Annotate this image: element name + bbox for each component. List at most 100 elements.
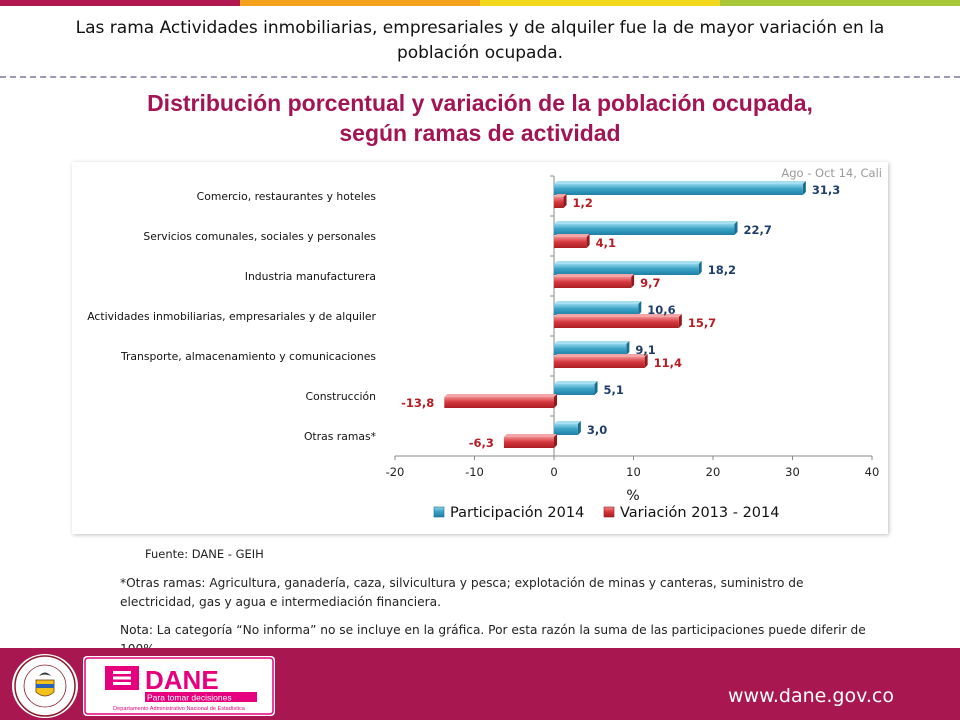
category-label: Comercio, restaurantes y hoteles — [197, 190, 377, 203]
color-strip — [0, 0, 960, 6]
data-label: 3,0 — [587, 423, 607, 437]
bar-top-face — [554, 421, 581, 424]
header-line-2: población ocupada. — [396, 43, 564, 63]
legend-swatch — [433, 506, 445, 518]
bar-participacion — [554, 184, 803, 195]
bar-top-face — [554, 181, 806, 184]
data-label: 5,1 — [604, 383, 624, 397]
legend-label: Variación 2013 - 2014 — [620, 505, 779, 521]
bar-participacion — [554, 304, 639, 315]
bar-layer — [444, 181, 806, 448]
bar-variacion — [503, 437, 554, 448]
bar-chart-svg: Ago - Oct 14, Cali -20 -10 0 10 20 30 40 Comer… — [87, 166, 882, 521]
category-label: Otras ramas* — [304, 430, 377, 443]
color-strip-green — [720, 0, 960, 6]
bar-participacion — [554, 384, 595, 395]
color-strip-yellow — [480, 0, 720, 6]
bar-top-face — [444, 394, 557, 397]
data-label: -6,3 — [469, 436, 494, 450]
bar-variacion — [444, 397, 554, 408]
data-label: 10,6 — [647, 303, 675, 317]
bar-side-face — [554, 394, 557, 408]
bar-top-face — [554, 274, 635, 277]
data-label: 15,7 — [688, 316, 716, 330]
x-axis-label: % — [626, 488, 639, 504]
bar-participacion — [554, 264, 699, 275]
bar-side-face — [802, 181, 806, 195]
legend-swatch — [603, 506, 615, 518]
data-label: 31,3 — [812, 183, 840, 197]
chart-title-line-1: Distribución porcentual y variación de l… — [147, 90, 813, 116]
axis-layer: -20 -10 0 10 20 30 40 — [386, 175, 880, 479]
data-label: 22,7 — [743, 223, 771, 237]
chart-title-line-2: según ramas de actividad — [339, 120, 621, 146]
bar-participacion — [554, 344, 627, 355]
colombia-seal-logo — [12, 654, 78, 718]
bar-side-face — [577, 421, 581, 435]
x-tick-label: 10 — [626, 465, 641, 479]
bar-top-face — [554, 354, 648, 357]
bar-participacion — [554, 424, 578, 435]
x-tick-label: 20 — [706, 465, 721, 479]
dane-logo-tagline: Para tomar decisiones — [147, 693, 232, 703]
source-note: Fuente: DANE - GEIH — [145, 547, 264, 561]
data-label: -13,8 — [401, 396, 434, 410]
x-tick-label: -10 — [465, 465, 484, 479]
dane-logo-subtitle: Departamento Administrativo Nacional de … — [113, 706, 246, 712]
bar-variacion — [554, 277, 632, 288]
dane-logo-wordmark: DANE — [145, 665, 219, 695]
bar-side-face — [698, 261, 702, 275]
bar-chart: Ago - Oct 14, Cali -20 -10 0 10 20 30 40 Comer… — [72, 162, 888, 534]
chart-annotation: Ago - Oct 14, Cali — [781, 166, 882, 180]
bar-variacion — [554, 197, 564, 208]
dane-logo: DANE Para tomar decisiones Departamento … — [83, 656, 275, 716]
bar-top-face — [554, 261, 702, 264]
category-label: Industria manufacturera — [245, 270, 376, 283]
bar-side-face — [586, 234, 590, 248]
color-strip-magenta — [0, 0, 240, 6]
chart-legend: Participación 2014 Variación 2013 - 2014 — [433, 505, 779, 521]
category-label: Actividades inmobiliarias, empresariales… — [87, 310, 376, 323]
bar-side-face — [563, 194, 567, 208]
x-tick-label: 40 — [865, 465, 880, 479]
bar-top-face — [554, 301, 642, 304]
data-label: 9,1 — [635, 343, 655, 357]
bar-participacion — [554, 224, 735, 235]
bar-top-face — [554, 194, 567, 197]
bar-variacion — [554, 317, 679, 328]
label-layer: Comercio, restaurantes y hoteles Servicio… — [87, 183, 840, 450]
bar-variacion — [554, 357, 645, 368]
bar-side-face — [626, 341, 630, 355]
bar-top-face — [554, 314, 682, 317]
legend-label: Participación 2014 — [450, 505, 584, 521]
data-label: 1,2 — [573, 196, 593, 210]
chart-title: Distribución porcentual y variación de l… — [40, 88, 920, 148]
bar-top-face — [554, 341, 630, 344]
bar-top-face — [554, 381, 598, 384]
x-tick-label: 0 — [550, 465, 557, 479]
website-link[interactable]: www.dane.gov.co — [728, 685, 894, 707]
header-divider — [0, 76, 960, 78]
x-tick-label: 30 — [785, 465, 800, 479]
bar-top-face — [554, 234, 590, 237]
data-label: 4,1 — [596, 236, 616, 250]
bar-side-face — [594, 381, 598, 395]
slide-header: Las rama Actividades inmobiliarias, empr… — [40, 16, 920, 66]
bar-side-face — [554, 434, 557, 448]
color-strip-orange — [240, 0, 480, 6]
bar-top-face — [554, 221, 738, 224]
bar-side-face — [631, 274, 635, 288]
data-label: 9,7 — [640, 276, 660, 290]
bar-side-face — [734, 221, 738, 235]
data-label: 11,4 — [654, 356, 682, 370]
other-branches-note: *Otras ramas: Agricultura, ganadería, ca… — [120, 576, 804, 609]
x-tick-label: -20 — [386, 465, 405, 479]
bar-top-face — [503, 434, 557, 437]
bar-side-face — [678, 314, 682, 328]
category-label: Construcción — [306, 390, 376, 403]
category-label: Servicios comunales, sociales y personal… — [143, 230, 376, 243]
data-label: 18,2 — [708, 263, 736, 277]
category-label: Transporte, almacenamiento y comunicacio… — [120, 350, 376, 363]
header-line-1: Las rama Actividades inmobiliarias, empr… — [75, 18, 885, 38]
bar-side-face — [638, 301, 642, 315]
